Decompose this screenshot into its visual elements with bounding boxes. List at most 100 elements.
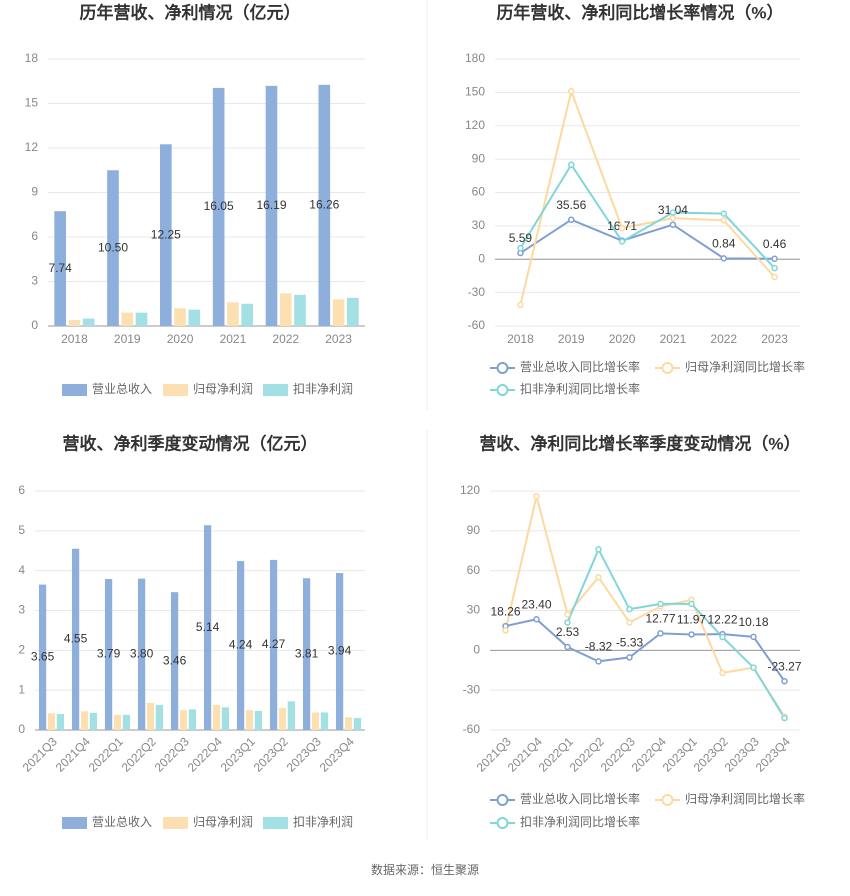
bar [236,561,245,730]
bar [80,711,89,730]
y-tick-label: 18 [25,51,39,65]
legend-swatch [62,817,87,829]
bar [179,710,188,730]
x-tick-label: 2023Q4 [317,734,357,774]
line [504,496,786,718]
chart-title: 历年营收、净利情况（亿元） [80,2,301,22]
legend-swatch [661,794,674,806]
y-tick-label: 90 [472,151,486,165]
point [564,643,571,651]
x-tick-label: 2018 [507,332,534,346]
y-tick-label: -60 [463,722,481,736]
bar [170,592,179,730]
bar [160,144,172,326]
bar [188,309,201,326]
x-tick-label: 2020 [609,332,636,346]
point [719,669,726,677]
point [688,600,695,608]
bar [254,710,263,730]
point [618,238,626,245]
legend-swatch [62,384,87,396]
legend-swatch [661,362,674,374]
data-label: 2.53 [556,625,580,639]
bar [353,718,362,730]
y-tick-label: 60 [467,563,481,577]
data-label: 4.27 [262,637,286,651]
bar [221,707,230,730]
line [566,547,786,719]
point [750,664,757,671]
point [564,619,571,626]
source: 数据来源：恒生聚源 [371,862,479,877]
data-label: 12.25 [151,227,181,241]
y-tick-label: 30 [472,218,486,232]
legend-swatch [496,794,509,806]
point [669,221,677,228]
x-tick-label: 2022Q1 [86,734,126,774]
legend-swatch [163,384,188,396]
bar [347,297,359,326]
bar [135,312,148,326]
legend-swatch [263,817,288,829]
y-tick-label: 5 [18,523,25,537]
x-tick-label: 2021Q4 [53,734,93,774]
y-tick-label: 60 [472,185,486,199]
legend-label: 扣非净利润 [293,382,353,396]
point [657,630,664,637]
x-tick-label: 2023Q4 [753,734,793,774]
bar [122,714,131,730]
point [771,273,778,281]
legend-label: 扣非净利润同比增长率 [520,814,640,829]
legend-label: 营业总收入 [92,815,152,829]
legend-label: 扣非净利润 [293,815,353,829]
data-label: 10.18 [738,615,768,629]
x-tick-label: 2023Q2 [251,734,291,774]
x-tick-label: 2021Q3 [20,734,60,774]
data-label: 3.65 [31,649,55,663]
bar [269,559,278,730]
legend-label: 归母净利润 [193,382,253,396]
data-label: -23.27 [767,659,801,673]
data-label: -8.32 [585,640,613,654]
data-label: 11.97 [677,613,706,627]
bar [54,211,66,326]
bar [47,713,56,730]
data-label: 23.40 [521,597,551,611]
legend-swatch [496,384,509,396]
y-tick-label: 120 [465,118,485,132]
x-tick-label: 2023 [325,332,352,346]
data-label: 0.84 [712,236,736,250]
legend-label: 营业总收入 [92,382,152,396]
legend-label: 营业总收入同比增长率 [520,359,640,374]
data-label: 7.74 [48,261,72,275]
bar [104,579,113,730]
y-tick-label: 3 [31,274,38,288]
y-tick-label: 9 [31,185,38,199]
legend-label: 归母净利润同比增长率 [685,359,805,374]
point [618,224,626,232]
x-tick-label: 2021 [660,332,687,346]
y-tick-label: 4 [18,563,25,577]
point [502,627,509,634]
chart-title: 历年营收、净利同比增长率情况（%） [496,2,783,22]
point [688,631,695,638]
x-tick-label: 2023 [761,332,788,346]
bar [188,709,197,730]
y-tick-label: 0 [478,251,485,265]
x-tick-label: 2022Q3 [152,734,192,774]
data-label: 5.59 [509,231,533,245]
bar [212,704,221,730]
line [519,162,776,269]
point [568,216,575,223]
x-tick-label: 2018 [61,332,88,346]
line [519,87,776,306]
bar [137,578,146,730]
y-tick-label: -30 [468,285,486,299]
bar [89,712,98,730]
point [533,616,540,623]
legend-swatch [496,362,509,374]
bar [121,312,134,326]
y-tick-label: -30 [463,682,481,696]
bar [278,708,287,730]
